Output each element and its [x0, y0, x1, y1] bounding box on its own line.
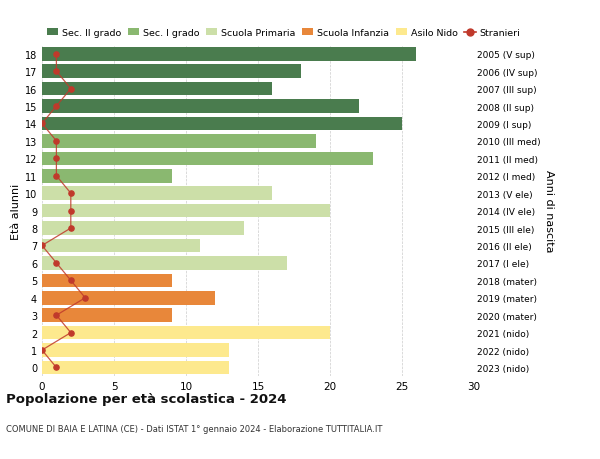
Point [52, 173, 61, 180]
Point [37, 347, 47, 354]
Point [52, 260, 61, 267]
Point [52, 364, 61, 371]
Bar [42, 100, 359, 113]
Point [66, 190, 76, 197]
Bar [42, 118, 402, 131]
Bar [42, 135, 316, 148]
Bar [42, 204, 330, 218]
Bar [42, 291, 215, 305]
Bar [42, 187, 272, 201]
Point [52, 51, 61, 58]
Y-axis label: Età alunni: Età alunni [11, 183, 20, 239]
Bar [42, 222, 244, 235]
Point [66, 207, 76, 215]
Bar [42, 239, 200, 253]
Point [80, 294, 90, 302]
Y-axis label: Anni di nascita: Anni di nascita [544, 170, 554, 252]
Bar [42, 48, 416, 62]
Bar [42, 326, 330, 340]
Bar [42, 257, 287, 270]
Point [37, 242, 47, 250]
Point [66, 86, 76, 93]
Bar [42, 65, 301, 79]
Point [52, 155, 61, 162]
Point [52, 103, 61, 111]
Text: COMUNE DI BAIA E LATINA (CE) - Dati ISTAT 1° gennaio 2024 - Elaborazione TUTTITA: COMUNE DI BAIA E LATINA (CE) - Dati ISTA… [6, 425, 382, 434]
Bar [42, 83, 272, 96]
Point [52, 68, 61, 76]
Bar [42, 169, 172, 183]
Point [37, 121, 47, 128]
Bar [42, 361, 229, 375]
Point [66, 277, 76, 285]
Bar [42, 343, 229, 357]
Point [52, 138, 61, 145]
Point [52, 312, 61, 319]
Bar [42, 309, 172, 322]
Text: Popolazione per età scolastica - 2024: Popolazione per età scolastica - 2024 [6, 392, 287, 405]
Bar [42, 274, 172, 287]
Point [66, 329, 76, 336]
Bar [42, 152, 373, 166]
Point [66, 225, 76, 232]
Legend: Sec. II grado, Sec. I grado, Scuola Primaria, Scuola Infanzia, Asilo Nido, Stran: Sec. II grado, Sec. I grado, Scuola Prim… [47, 29, 520, 38]
